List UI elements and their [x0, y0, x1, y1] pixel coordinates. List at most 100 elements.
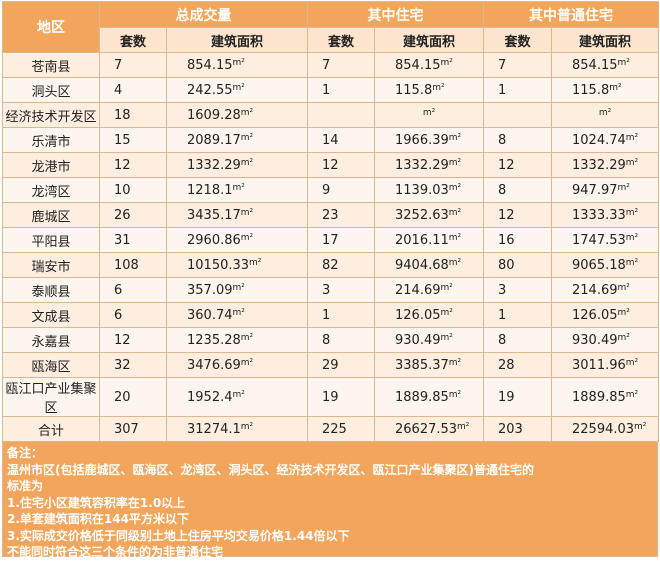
region-header: 地区 [2, 1, 100, 53]
total-area-cell: 242.55m² [166, 77, 308, 103]
residential-area-cell: 214.69m² [374, 277, 484, 303]
ordinary-count-cell [483, 102, 552, 128]
total-area-cell: 2960.86m² [166, 227, 308, 253]
total-count-cell: 4 [99, 77, 167, 103]
area-unit: m² [440, 307, 453, 318]
total-count-cell: 6 [99, 302, 167, 328]
area-header: 建筑面积 [374, 27, 484, 53]
area-unit: m² [240, 157, 254, 168]
area-unit: m² [440, 332, 453, 343]
region-cell: 瓯海区 [2, 352, 100, 378]
area-unit: m² [232, 282, 245, 293]
region-cell: 永嘉县 [2, 327, 100, 353]
housing-transaction-table: 地区 总成交量 其中住宅 其中普通住宅 套数 建筑面积 套数 建筑面积 套数 建… [2, 1, 659, 442]
ordinary-count-cell: 7 [483, 52, 552, 78]
area-unit: m² [240, 232, 254, 243]
area-unit: m² [448, 389, 462, 400]
ordinary-area-cell: 854.15m² [551, 52, 659, 78]
residential-area-cell: 930.49m² [374, 327, 484, 353]
ordinary-count-cell: 19 [483, 377, 552, 417]
area-unit: m² [625, 157, 639, 168]
area-header: 建筑面积 [166, 27, 308, 53]
table-row: 鹿城区 26 3435.17m² 23 3252.63m² 12 1333.33m² [2, 202, 659, 228]
area-unit: m² [625, 389, 639, 400]
area-unit: m² [448, 232, 462, 243]
area-unit: m² [232, 57, 245, 68]
ordinary-count-cell: 203 [483, 416, 552, 442]
area-unit: m² [249, 257, 262, 268]
area-unit: m² [598, 107, 612, 118]
region-cell: 苍南县 [2, 52, 100, 78]
area-unit: m² [440, 57, 453, 68]
area-unit: m² [625, 232, 639, 243]
ordinary-area-cell: 9065.18m² [551, 252, 659, 278]
area-unit: m² [240, 357, 254, 368]
total-area-cell: 1235.28m² [166, 327, 308, 353]
region-cell: 瑞安市 [2, 252, 100, 278]
ordinary-area-cell: 22594.03m² [551, 416, 659, 442]
total-count-cell: 307 [99, 416, 167, 442]
total-area-cell: 854.15m² [166, 52, 308, 78]
total-area-cell: 3476.69m² [166, 352, 308, 378]
total-area-cell: 10150.33m² [166, 252, 308, 278]
total-count-cell: 12 [99, 152, 167, 178]
residential-count-cell: 82 [307, 252, 375, 278]
total-count-cell: 15 [99, 127, 167, 153]
area-unit: m² [422, 107, 436, 118]
total-count-cell: 26 [99, 202, 167, 228]
residential-area-cell: 1139.03m² [374, 177, 484, 203]
total-area-cell: 360.74m² [166, 302, 308, 328]
area-unit: m² [240, 107, 254, 118]
ordinary-count-cell: 28 [483, 352, 552, 378]
ordinary-area-cell: 115.8m² [551, 77, 659, 103]
total-count-cell: 20 [99, 377, 167, 417]
area-unit: m² [617, 332, 630, 343]
area-unit: m² [448, 357, 462, 368]
area-unit: m² [617, 282, 630, 293]
area-unit: m² [609, 82, 622, 93]
area-unit: m² [232, 82, 245, 93]
residential-area-cell: 115.8m² [374, 77, 484, 103]
total-area-cell: 31274.1m² [166, 416, 308, 442]
table-row: 洞头区 4 242.55m² 1 115.8m² 1 115.8m² [2, 77, 659, 103]
ordinary-area-cell: 1333.33m² [551, 202, 659, 228]
table-row: 龙港市 12 1332.29m² 12 1332.29m² 12 1332.29m² [2, 152, 659, 178]
residential-area-cell: 26627.53m² [374, 416, 484, 442]
residential-count-cell [307, 102, 375, 128]
region-cell: 乐清市 [2, 127, 100, 153]
residential-count-cell: 7 [307, 52, 375, 78]
area-unit: m² [448, 132, 462, 143]
residential-count-cell: 8 [307, 327, 375, 353]
ordinary-area-cell: 214.69m² [551, 277, 659, 303]
ordinary-area-cell: 3011.96m² [551, 352, 659, 378]
residential-count-cell: 9 [307, 177, 375, 203]
ordinary-count-cell: 1 [483, 77, 552, 103]
note-line: 温州市区(包括鹿城区、瓯海区、龙湾区、洞头区、经济技术开发区、瓯江口产业集聚区)… [7, 462, 534, 477]
residential-area-cell: 3385.37m² [374, 352, 484, 378]
table-row: 平阳县 31 2960.86m² 17 2016.11m² 16 1747.53m² [2, 227, 659, 253]
residential-area-cell: 3252.63m² [374, 202, 484, 228]
table-row: 泰顺县 6 357.09m² 3 214.69m² 3 214.69m² [2, 277, 659, 303]
ordinary-count-cell: 3 [483, 277, 552, 303]
residential-count-cell: 19 [307, 377, 375, 417]
total-count-cell: 32 [99, 352, 167, 378]
region-cell: 鹿城区 [2, 202, 100, 228]
area-unit: m² [634, 421, 647, 432]
area-unit: m² [240, 332, 254, 343]
total-volume-header: 总成交量 [99, 1, 308, 28]
region-cell: 龙湾区 [2, 177, 100, 203]
area-unit: m² [232, 307, 245, 318]
area-unit: m² [625, 132, 639, 143]
residential-area-cell: 126.05m² [374, 302, 484, 328]
ordinary-count-cell: 8 [483, 127, 552, 153]
area-unit: m² [448, 207, 462, 218]
table-header-row: 地区 总成交量 其中住宅 其中普通住宅 [2, 1, 659, 53]
region-cell: 平阳县 [2, 227, 100, 253]
region-cell: 龙港市 [2, 152, 100, 178]
region-cell: 洞头区 [2, 77, 100, 103]
area-unit: m² [457, 421, 470, 432]
table-row: 瓯海区 32 3476.69m² 29 3385.37m² 28 3011.96m² [2, 352, 659, 378]
ordinary-residential-header: 其中普通住宅 [483, 1, 659, 28]
count-header: 套数 [307, 27, 375, 53]
